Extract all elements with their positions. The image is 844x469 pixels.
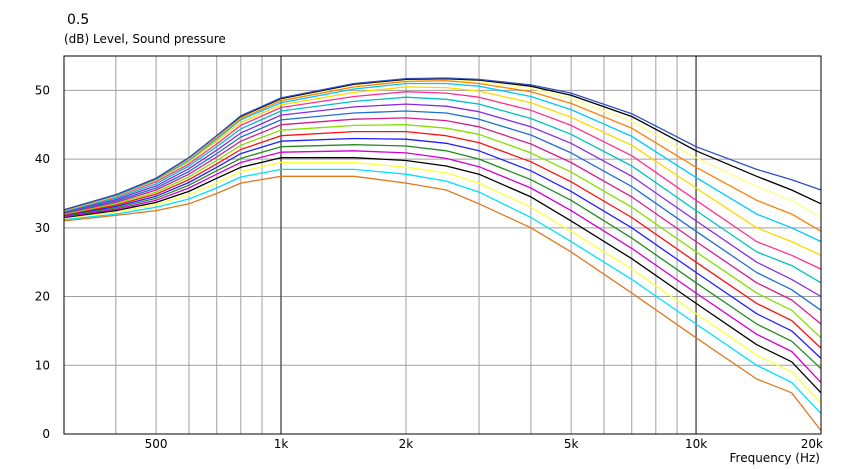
x-axis-label: Frequency (Hz) [729, 451, 821, 465]
series-line-8 [63, 130, 822, 349]
series-line-2 [63, 168, 822, 414]
y-tick-label: 0 [42, 427, 50, 441]
x-tick-label: 500 [145, 437, 168, 451]
series-line-13 [63, 96, 822, 284]
series-line-14 [63, 91, 822, 270]
y-tick-label: 40 [35, 152, 50, 166]
x-tick-label: 2k [399, 437, 414, 451]
series-line-15 [63, 86, 822, 256]
y-tick-label: 20 [35, 290, 50, 304]
plot-frame [63, 55, 822, 435]
y-tick-labels: 0 10 20 30 40 50 [35, 83, 50, 441]
y-tick-label: 50 [35, 83, 50, 97]
y-axis-label: (dB) Level, Sound pressure [64, 32, 226, 46]
series-line-18 [63, 78, 822, 219]
x-tick-label: 1k [274, 437, 289, 451]
series-line-5 [63, 150, 822, 383]
series-line-3 [63, 161, 822, 404]
series-line-12 [63, 103, 822, 298]
series-line-6 [63, 144, 822, 370]
y-tick-label: 30 [35, 221, 50, 235]
series-line-16 [63, 82, 822, 243]
series-line-9 [63, 124, 822, 339]
y-tick-label: 10 [35, 358, 50, 372]
series-line-4 [63, 157, 822, 394]
value-label: 0.5 [67, 12, 90, 28]
x-tick-label: 10k [685, 437, 707, 451]
series-line-20 [63, 77, 822, 211]
series-line-1 [63, 175, 822, 431]
series-line-11 [63, 110, 822, 311]
x-tick-label: 5k [564, 437, 579, 451]
series-line-10 [63, 117, 822, 325]
series-line-7 [63, 137, 822, 359]
x-tick-label: 20k [801, 437, 823, 451]
series-lines [63, 77, 822, 431]
grid [64, 56, 821, 434]
x-tick-labels: 500 1k 2k 5k 10k 20k [145, 437, 823, 451]
